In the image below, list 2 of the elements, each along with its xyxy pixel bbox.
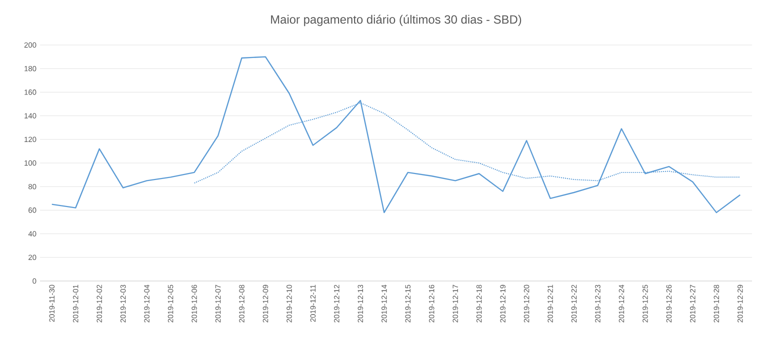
chart-title: Maior pagamento diário (últimos 30 dias - SBD)	[271, 14, 522, 26]
line-series	[51, 56, 741, 214]
